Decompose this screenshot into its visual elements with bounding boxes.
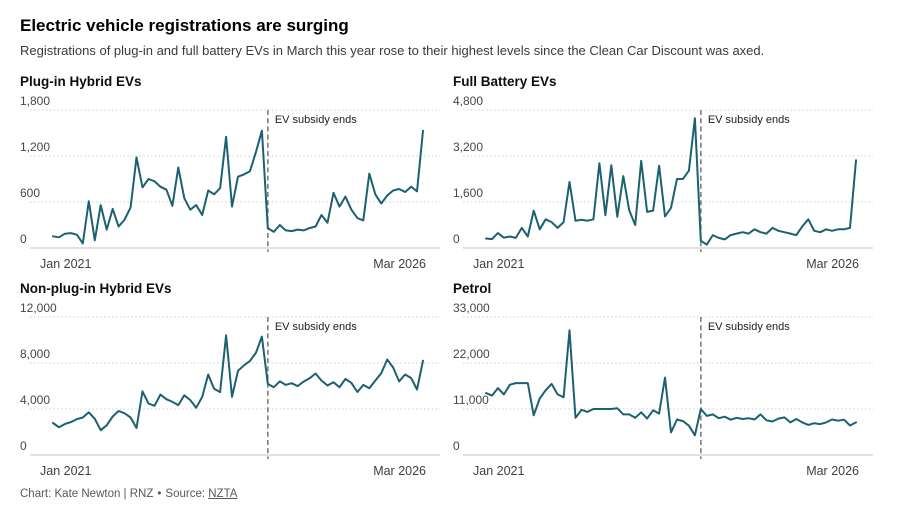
chart-panel-full-battery: Full Battery EVs 0 1,600 3,200 4,800 EV subs… bbox=[453, 68, 875, 271]
chart-panel-plugin-hybrid: Plug-in Hybrid EVs 0 600 1,200 1,800 EV subs… bbox=[20, 68, 442, 271]
event-label: EV subsidy ends bbox=[708, 114, 790, 126]
event-label: EV subsidy ends bbox=[275, 321, 357, 333]
source-link[interactable]: NZTA bbox=[208, 488, 238, 501]
y-tick-label: 0 bbox=[20, 232, 27, 246]
y-tick-label: 1,800 bbox=[20, 94, 50, 108]
y-tick-label: 3,200 bbox=[453, 140, 483, 154]
x-axis-end-label: Mar 2026 bbox=[373, 257, 426, 272]
source-label: Source: bbox=[165, 488, 206, 501]
x-axis-start-label: Jan 2021 bbox=[473, 464, 525, 479]
y-tick-label: 33,000 bbox=[453, 301, 490, 315]
x-axis-labels: Jan 2021 Mar 2026 bbox=[40, 257, 426, 271]
x-axis-start-label: Jan 2021 bbox=[473, 257, 525, 272]
chart-panel-petrol: Petrol 0 11,000 22,000 33,000 EV subsidy end… bbox=[453, 275, 875, 478]
x-axis-start-label: Jan 2021 bbox=[40, 257, 92, 272]
y-tick-label: 8,000 bbox=[20, 347, 50, 361]
y-tick-label: 11,000 bbox=[453, 393, 489, 407]
y-tick-label: 0 bbox=[453, 232, 460, 246]
line-chart-non-plugin-hybrid: 0 4,000 8,000 12,000 EV subsidy ends bbox=[20, 301, 440, 460]
series-line bbox=[52, 334, 424, 432]
chart-figure: Electric vehicle registrations are surgi… bbox=[20, 16, 888, 500]
y-tick-label: 1,200 bbox=[20, 140, 50, 154]
chart-title: Full Battery EVs bbox=[453, 74, 557, 90]
x-axis-labels: Jan 2021 Mar 2026 bbox=[473, 464, 859, 478]
y-tick-label: 0 bbox=[453, 439, 460, 453]
x-axis-start-label: Jan 2021 bbox=[40, 464, 92, 479]
line-chart-plugin-hybrid: 0 600 1,200 1,800 EV subsidy ends bbox=[20, 94, 440, 253]
chart-title: Plug-in Hybrid EVs bbox=[20, 74, 142, 90]
credit-text: Chart: Kate Newton | RNZ bbox=[20, 488, 154, 501]
event-label: EV subsidy ends bbox=[275, 114, 357, 126]
line-chart-petrol: 0 11,000 22,000 33,000 EV subsidy ends bbox=[453, 301, 873, 460]
line-chart-full-battery: 0 1,600 3,200 4,800 EV subsidy ends bbox=[453, 94, 873, 253]
series-line bbox=[485, 117, 857, 246]
page-title: Electric vehicle registrations are surgi… bbox=[20, 16, 349, 35]
footer-credit: Chart: Kate Newton | RNZ • Source: NZTA bbox=[20, 488, 888, 500]
y-tick-label: 600 bbox=[20, 186, 40, 200]
chart-title: Non-plug-in Hybrid EVs bbox=[20, 281, 172, 297]
page-subtitle: Registrations of plug-in and full batter… bbox=[20, 43, 765, 59]
y-tick-label: 1,600 bbox=[453, 186, 483, 200]
y-tick-label: 12,000 bbox=[20, 301, 57, 315]
x-axis-labels: Jan 2021 Mar 2026 bbox=[473, 257, 859, 271]
x-axis-end-label: Mar 2026 bbox=[373, 464, 426, 479]
y-tick-label: 4,000 bbox=[20, 393, 50, 407]
x-axis-end-label: Mar 2026 bbox=[806, 464, 859, 479]
event-label: EV subsidy ends bbox=[708, 321, 790, 333]
series-line bbox=[52, 130, 424, 245]
x-axis-labels: Jan 2021 Mar 2026 bbox=[40, 464, 426, 478]
y-tick-label: 0 bbox=[20, 439, 27, 453]
y-tick-label: 22,000 bbox=[453, 347, 490, 361]
series-line bbox=[485, 329, 857, 437]
bullet-separator: • bbox=[157, 488, 162, 501]
charts-grid: Plug-in Hybrid EVs 0 600 1,200 1,800 EV subs… bbox=[20, 68, 888, 478]
chart-title: Petrol bbox=[453, 281, 492, 297]
x-axis-end-label: Mar 2026 bbox=[806, 257, 859, 272]
y-tick-label: 4,800 bbox=[453, 94, 483, 108]
chart-panel-non-plugin-hybrid: Non-plug-in Hybrid EVs 0 4,000 8,000 12,000… bbox=[20, 275, 442, 478]
